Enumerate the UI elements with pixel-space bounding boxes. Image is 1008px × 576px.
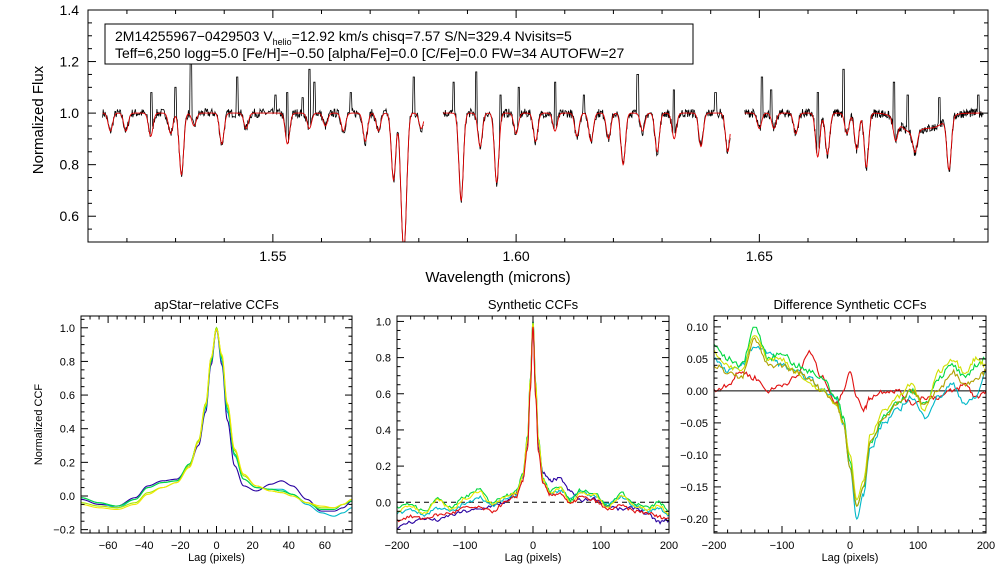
v-helio-value: =12.92 km/s	[292, 28, 373, 44]
x-tick-label-100: −100	[770, 540, 795, 552]
y-tick-label-0-4: 0.4	[376, 425, 391, 437]
y-tick-label-1-0: 1.0	[60, 323, 75, 335]
panel-frame	[80, 315, 353, 534]
v-helio-subscript: helio	[273, 37, 292, 47]
v-helio-symbol: V	[263, 28, 273, 44]
ccf-line-visit-2	[81, 326, 352, 517]
x-tick-label-20: 20	[247, 540, 259, 552]
x-tick-label-1-55: 1.55	[259, 248, 286, 264]
y-tick-label-0-6: 0.6	[60, 390, 75, 402]
panel-title: apStar−relative CCFs	[154, 297, 279, 312]
y-tick-label-1-4: 1.4	[60, 2, 80, 18]
panel-x-axis-label: Lag (pixels)	[188, 552, 245, 564]
model-spectrum-chip-2	[443, 112, 731, 202]
ccf-line-visit-3	[81, 326, 352, 510]
legend-box: 2M14255967−0429503 Vhelio=12.92 km/s chi…	[104, 23, 694, 65]
x-tick-label-60: −60	[99, 540, 118, 552]
legend-line-1: 2M14255967−0429503 Vhelio=12.92 km/s chi…	[115, 28, 572, 47]
y-tick-label-0-05: −0.05	[680, 418, 708, 430]
ccf-series-group	[81, 326, 352, 517]
x-tick-label-1-60: 1.60	[502, 248, 529, 264]
ccf-line-visit-2	[714, 345, 986, 520]
ccf-line-visit-3	[397, 321, 669, 512]
y-tick-label-1-0: 1.0	[376, 316, 391, 328]
model-spectrum-chip-3	[744, 112, 984, 171]
y-tick-label-0-2: −0.2	[53, 525, 75, 537]
ccf-line-visit-4	[397, 323, 669, 516]
x-axis-label: Wavelength (microns)	[425, 269, 570, 286]
spectrum-series-group	[102, 48, 984, 242]
observed-spectrum-chip-1	[102, 48, 424, 242]
x-tick-label-200: 200	[977, 540, 995, 552]
x-tick-label-200: −200	[702, 540, 727, 552]
ccf-line-visit-2	[397, 321, 669, 517]
y-tick-label-0-20: −0.20	[680, 514, 708, 526]
x-tick-label-200: −200	[385, 540, 410, 552]
ccf-line-visit-1	[714, 349, 986, 413]
y-tick-label-0-00: 0.00	[687, 386, 708, 398]
x-tick-label-0: 0	[847, 540, 853, 552]
ccf-line-visit-4	[714, 335, 986, 501]
ccf-line-visit-5	[714, 337, 986, 507]
x-tick-label-100: 100	[592, 540, 610, 552]
star-name: 2M14255967−0429503	[115, 28, 263, 44]
y-tick-label-0-0: 0.0	[60, 491, 75, 503]
ccf-series-group	[397, 321, 669, 530]
y-tick-label-0-6: 0.6	[376, 389, 391, 401]
apstar-ccf-panel: −60 −40 −20 0 20 40 60 −0.2 0.0 0.2 0.4 0.6 0.8 1.0 ap…	[33, 297, 353, 564]
ccf-line-visit-5	[397, 326, 669, 523]
panel-y-axis-label: Normalized CCF	[33, 384, 45, 466]
x-tick-label-0: 0	[530, 540, 536, 552]
x-tick-label-20: −20	[171, 540, 190, 552]
y-tick-label-0-05: 0.05	[687, 354, 708, 366]
y-tick-label-0-10: 0.10	[687, 322, 708, 334]
y-tick-label-1-2: 1.2	[60, 54, 80, 70]
legend-frame	[104, 23, 694, 65]
ccf-line-visit-5	[81, 328, 352, 511]
panel-x-axis-label: Lag (pixels)	[822, 552, 879, 564]
panel-title: Synthetic CCFs	[488, 297, 579, 312]
synthetic-ccf-panel: −200 −100 0 100 200 0.0 0.2 0.4 0.6 0.8 1.0 Synthet…	[376, 297, 678, 564]
x-tick-label-40: −40	[135, 540, 154, 552]
y-tick-label-0-8: 0.8	[60, 356, 75, 368]
y-tick-label-0-0: 0.0	[376, 497, 391, 509]
model-spectrum-chip-1	[102, 112, 425, 242]
ccf-series-group	[714, 326, 986, 520]
x-tick-label-1-65: 1.65	[746, 248, 773, 264]
y-tick-label-0-10: −0.10	[680, 450, 708, 462]
x-tick-label-100: −100	[453, 540, 478, 552]
panel-frame	[713, 315, 987, 534]
difference-ccf-panel: −200 −100 0 100 200 −0.20 −0.15 −0.10 −0.05 0.00 0…	[680, 297, 995, 564]
spectrum-plot: 1.55 1.60 1.65 0.6 0.8 1.0 1.2 1.4 Wavelength (m…	[30, 2, 989, 286]
y-axis-label: Normalized Flux	[30, 65, 47, 174]
ccf-line-visit-3	[714, 326, 986, 508]
x-tick-label-100: 100	[909, 540, 927, 552]
ccf-line-visit-4	[81, 326, 352, 509]
y-tick-label-0-8: 0.8	[60, 157, 80, 173]
legend-line-2: Teff=6,250 logg=5.0 [Fe/H]=−0.50 [alpha/…	[115, 45, 624, 61]
y-tick-label-1-0: 1.0	[60, 105, 80, 121]
y-tick-label-0-8: 0.8	[376, 353, 391, 365]
observed-spectrum-chip-2	[442, 71, 731, 203]
x-tick-label-0: 0	[213, 540, 219, 552]
x-tick-label-200: 200	[660, 540, 678, 552]
y-tick-label-0-2: 0.2	[376, 461, 391, 473]
y-tick-label-0-6: 0.6	[60, 208, 80, 224]
panel-x-axis-label: Lag (pixels)	[505, 552, 562, 564]
fit-stats: chisq=7.57 S/N=329.4 Nvisits=5	[372, 28, 572, 44]
ccf-line-visit-1	[81, 328, 352, 512]
y-tick-label-0-15: −0.15	[680, 482, 708, 494]
x-tick-label-60: 60	[319, 540, 331, 552]
y-tick-label-0-4: 0.4	[60, 424, 75, 436]
x-tick-label-40: 40	[283, 540, 295, 552]
y-tick-label-0-2: 0.2	[60, 457, 75, 469]
panel-title: Difference Synthetic CCFs	[774, 297, 927, 312]
